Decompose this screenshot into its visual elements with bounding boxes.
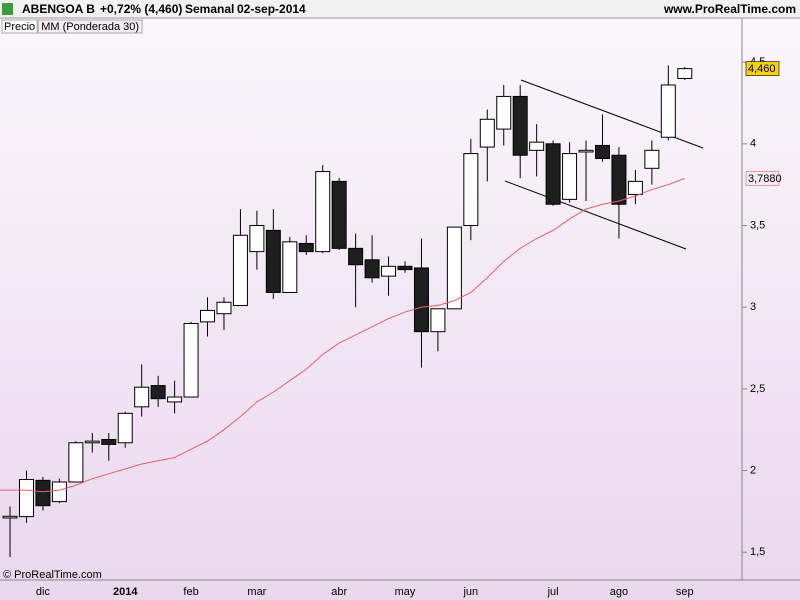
y-tick-label: 3 (750, 301, 756, 313)
x-tick-label: feb (183, 586, 198, 598)
candle-body (331, 180, 347, 249)
candle-body (430, 308, 446, 333)
candle-body (594, 144, 610, 160)
candle-body (611, 154, 627, 205)
icon (2, 3, 13, 15)
header-bar (0, 0, 800, 18)
candle-body (397, 265, 413, 271)
x-tick-label: jun (462, 586, 478, 598)
y-tick-label: 1,5 (750, 546, 765, 558)
x-tick-label: mar (247, 586, 266, 598)
candle-body (315, 171, 331, 253)
candle-body (446, 226, 462, 310)
footer: © ProRealTime.com (3, 569, 102, 581)
x-tick-label: dic (36, 586, 51, 598)
price-tag-label: 4,460 (748, 63, 776, 75)
legend-box (37, 19, 143, 34)
candle-body (2, 515, 18, 519)
candle-body (348, 247, 364, 266)
x-tick-label: abr (331, 586, 347, 598)
x-tick-label: jul (547, 586, 559, 598)
candle-body (68, 442, 84, 483)
date: 02-sep-2014 (237, 2, 306, 16)
candle-body (134, 386, 150, 408)
candle-body (249, 224, 265, 253)
candle-body (562, 153, 578, 200)
price-tag-label: 3,7880 (748, 173, 782, 185)
candle-body (200, 309, 216, 323)
y-tick-label: 2,5 (750, 383, 765, 395)
moving-average (10, 177, 685, 493)
candle-body (529, 141, 545, 151)
site: www.ProRealTime.com (663, 2, 796, 16)
candle-body (627, 180, 643, 195)
candle-body (644, 149, 660, 169)
candle-body (545, 143, 561, 205)
candle-body (150, 385, 166, 400)
candle-body (413, 267, 429, 333)
candle-body (479, 118, 495, 148)
candle-body (677, 68, 693, 79)
candle-body (51, 481, 67, 503)
candle-body (496, 95, 512, 130)
legend-label: Precio (4, 21, 35, 33)
price-tag (745, 61, 780, 76)
candle-body (216, 301, 232, 315)
candle-body (117, 412, 133, 444)
candle-body (18, 479, 34, 518)
price-tag (745, 171, 780, 186)
x-tick-label: sep (676, 586, 694, 598)
x-tick-label: may (395, 586, 416, 598)
candle-body (381, 265, 397, 277)
candle-body (183, 323, 199, 398)
trend-line (504, 180, 687, 250)
candle-body (298, 242, 314, 253)
period: Semanal (185, 2, 234, 16)
candle-body (364, 259, 380, 279)
candle-body (167, 396, 183, 403)
x-tick-label: 2014 (113, 586, 138, 598)
candle-body (101, 439, 117, 445)
change: +0,72% (4,460) (100, 2, 182, 16)
candle-body (84, 440, 100, 444)
x-tick-label: ago (610, 586, 628, 598)
candle-body (578, 149, 594, 153)
candle-body (35, 479, 51, 507)
y-tick-label: 2 (750, 464, 756, 476)
y-tick-label: 3,5 (750, 219, 765, 231)
y-tick-label: 4 (750, 138, 756, 150)
candle-body (463, 153, 479, 226)
candle-body (232, 234, 248, 307)
legend-label: MM (Ponderada 30) (41, 21, 139, 33)
candle-body (265, 229, 281, 293)
candle-body (660, 84, 676, 138)
candle-body (282, 241, 298, 293)
legend-box (1, 19, 38, 34)
symbol: ABENGOA B (22, 2, 95, 16)
candle-body (512, 95, 528, 156)
